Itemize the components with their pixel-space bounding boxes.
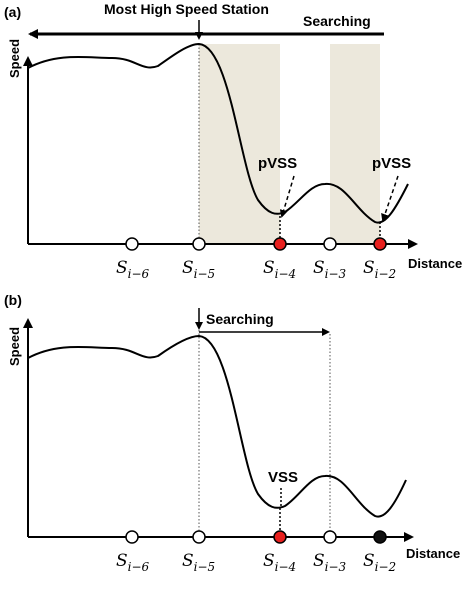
panel-a: (a) Most High Speed Station Searching Sp… xyxy=(4,1,462,281)
station-label: Si−6 xyxy=(116,258,150,281)
x-axis-label-a: Distance xyxy=(408,256,462,271)
pvss-label-2: pVSS xyxy=(372,155,411,172)
panel-b: (b) Speed Distance Searching VSS Si−6 Si… xyxy=(4,292,460,574)
station-label: Si−4 xyxy=(263,258,296,281)
panel-label-b: (b) xyxy=(4,292,22,308)
station-label: Si−3 xyxy=(313,551,347,574)
station-marker xyxy=(192,530,206,544)
station-label: Si−2 xyxy=(363,258,396,281)
station-marker xyxy=(125,237,139,251)
station-label: Si−4 xyxy=(263,551,296,574)
station-marker xyxy=(323,237,337,251)
panel-label-a: (a) xyxy=(4,4,21,20)
station-label: Si−3 xyxy=(313,258,347,281)
station-label: Si−5 xyxy=(182,551,215,574)
speed-curve-a xyxy=(27,42,409,224)
station-marker xyxy=(125,530,139,544)
stations-a: Si−6 Si−5 Si−4 Si−3 Si−2 xyxy=(116,237,396,281)
station-label: Si−2 xyxy=(363,551,396,574)
stations-b: Si−6 Si−5 Si−4 Si−3 Si−2 xyxy=(116,530,396,574)
station-marker xyxy=(373,237,387,251)
station-marker xyxy=(273,237,287,251)
search-label-b: Searching xyxy=(206,311,274,327)
station-marker xyxy=(192,237,206,251)
pvss-arrow-2 xyxy=(381,175,399,222)
y-axis-label-a: Speed xyxy=(7,39,22,78)
station-marker xyxy=(273,530,287,544)
station-marker xyxy=(373,530,387,544)
speed-curve-b xyxy=(27,334,407,518)
y-axis-label-b: Speed xyxy=(7,327,22,366)
station-marker xyxy=(323,530,337,544)
station-label: Si−6 xyxy=(116,551,150,574)
pvss-label-1: pVSS xyxy=(258,155,297,172)
station-label: Si−5 xyxy=(182,258,215,281)
search-label-a: Searching xyxy=(303,13,371,29)
vss-label: VSS xyxy=(268,469,298,486)
shade-region-2 xyxy=(330,44,380,244)
top-label: Most High Speed Station xyxy=(104,1,269,17)
shade-region-1 xyxy=(199,44,280,244)
x-axis-label-b: Distance xyxy=(406,546,460,561)
